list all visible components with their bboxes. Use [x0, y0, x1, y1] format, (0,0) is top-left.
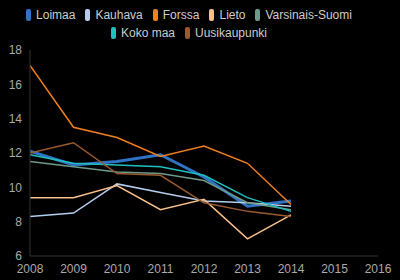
svg-text:2016: 2016 — [365, 262, 392, 276]
svg-text:10: 10 — [9, 181, 23, 195]
svg-text:2008: 2008 — [17, 262, 44, 276]
html-text:Koko maa: Koko maa — [121, 26, 175, 40]
svg-text:14: 14 — [9, 112, 23, 126]
svg-text:2013: 2013 — [234, 262, 261, 276]
svg-text:2015: 2015 — [321, 262, 348, 276]
svg-text:2011: 2011 — [148, 262, 174, 276]
svg-text:12: 12 — [9, 146, 23, 160]
svg-text:2009: 2009 — [60, 262, 87, 276]
html-text:Loimaa: Loimaa — [36, 8, 76, 22]
html-text:Varsinais-Suomi: Varsinais-Suomi — [265, 8, 352, 22]
svg-text:2014: 2014 — [278, 262, 305, 276]
svg-text:2010: 2010 — [104, 262, 131, 276]
html-text:Uusikaupunki: Uusikaupunki — [195, 26, 267, 40]
svg-text:16: 16 — [9, 78, 23, 92]
html-text:Lieto: Lieto — [219, 8, 246, 22]
svg-text:2012: 2012 — [191, 262, 218, 276]
html-text:Forssa: Forssa — [162, 8, 200, 22]
html-text:Kauhava: Kauhava — [95, 8, 143, 22]
svg-text:18: 18 — [9, 43, 23, 57]
svg-text:6: 6 — [15, 249, 22, 263]
svg-text:8: 8 — [15, 215, 22, 229]
